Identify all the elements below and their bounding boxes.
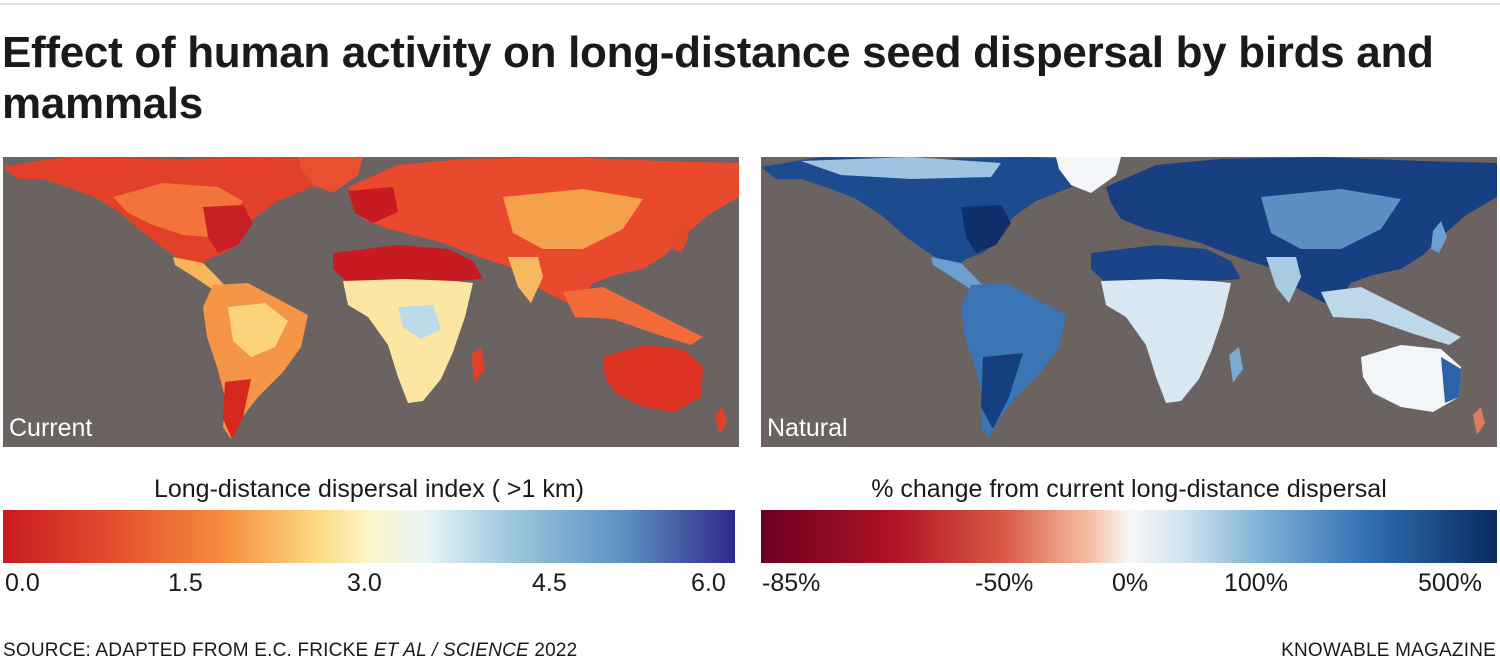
madagascar-landmass <box>1229 347 1243 383</box>
new-zealand-landmass <box>1473 407 1485 435</box>
india-peninsula <box>1266 257 1301 303</box>
australia-landmass <box>1361 345 1461 412</box>
japan-landmass <box>1431 221 1447 253</box>
top-rule <box>0 3 1500 5</box>
australia-landmass <box>603 345 703 412</box>
current-legend-title: Long-distance dispersal index ( >1 km) <box>153 475 585 503</box>
southeast-asia-islands <box>563 287 703 345</box>
new-zealand-landmass <box>715 407 727 435</box>
page-title: Effect of human activity on long-distanc… <box>2 28 1434 128</box>
north-america-landmass <box>761 157 1106 267</box>
natural-tick-label: 100% <box>1224 569 1288 597</box>
current-map-panel: Current <box>3 157 739 447</box>
north-america-east <box>961 205 1011 253</box>
north-america-east <box>203 205 253 253</box>
source-text-italic: ET AL / SCIENCE <box>373 640 529 661</box>
natural-map-label: Natural <box>767 414 848 442</box>
natural-tick-label: -50% <box>975 569 1034 597</box>
africa-south <box>1101 279 1231 403</box>
natural-world-map <box>761 157 1497 439</box>
japan-landmass <box>673 221 689 253</box>
greenland-landmass <box>1056 157 1121 193</box>
madagascar-landmass <box>471 347 485 383</box>
current-world-map <box>3 157 739 439</box>
europe-west <box>348 187 398 223</box>
natural-map-panel: Natural <box>761 157 1497 447</box>
greenland-landmass <box>298 157 363 193</box>
southeast-asia-islands <box>1321 287 1461 345</box>
source-text-suffix: 2022 <box>528 640 578 661</box>
current-tick-label: 6.0 <box>691 569 726 597</box>
current-tick-label: 1.5 <box>168 569 203 597</box>
africa-north <box>1091 245 1241 283</box>
australia-east-coast <box>1441 357 1461 403</box>
south-america-south <box>223 379 251 439</box>
natural-legend-colorbar <box>761 510 1497 563</box>
asia-interior <box>1261 189 1401 249</box>
north-america-arctic <box>801 157 1001 179</box>
india-peninsula <box>508 257 543 303</box>
south-america-interior <box>228 303 288 357</box>
south-america-south <box>981 353 1023 429</box>
natural-tick-label: 500% <box>1418 569 1482 597</box>
current-tick-label: 0.0 <box>5 569 40 597</box>
current-legend-colorbar <box>3 510 735 563</box>
natural-tick-label: 0% <box>1112 569 1149 597</box>
africa-north <box>333 245 483 283</box>
natural-tick-label: -85% <box>762 569 821 597</box>
africa-south <box>343 279 473 403</box>
asia-interior <box>503 189 643 249</box>
current-map-label: Current <box>9 414 93 442</box>
current-tick-label: 4.5 <box>532 569 567 597</box>
africa-congo <box>398 305 441 339</box>
source-text-prefix: SOURCE: ADAPTED FROM E.C. FRICKE <box>3 640 374 661</box>
publisher-credit: KNOWABLE MAGAZINE <box>1281 640 1496 661</box>
current-tick-label: 3.0 <box>347 569 382 597</box>
natural-legend-title: % change from current long-distance disp… <box>871 475 1387 503</box>
source-credit: SOURCE: ADAPTED FROM E.C. FRICKE ET AL /… <box>3 640 577 662</box>
